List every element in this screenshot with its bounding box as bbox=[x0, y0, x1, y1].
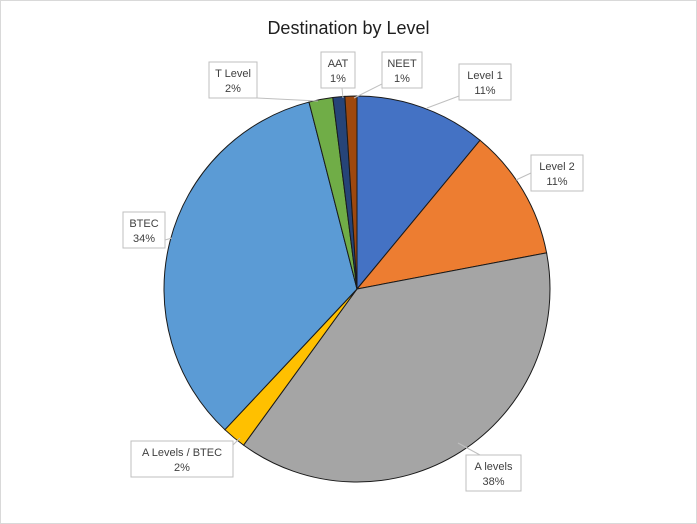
data-label-level-1: Level 1 11% bbox=[458, 63, 512, 101]
pie-slice-level-2 bbox=[355, 139, 548, 290]
data-label-a-levels: A levels 38% bbox=[465, 454, 522, 492]
callout-leader-lines bbox=[164, 83, 532, 456]
data-label-neet: NEET 1% bbox=[381, 51, 423, 89]
data-label-category: AAT bbox=[328, 58, 349, 70]
data-label-a-levels-btec: A Levels / BTEC 2% bbox=[130, 440, 234, 478]
data-label-category: A Levels / BTEC bbox=[142, 447, 222, 459]
leader-line bbox=[457, 442, 481, 456]
data-label-callouts: Level 1 11% Level 2 11% A levels 38% A Levels … bbox=[122, 51, 584, 492]
data-label-box bbox=[458, 63, 512, 101]
chart-title: Destination by Level bbox=[267, 18, 430, 38]
data-label-value: 38% bbox=[482, 476, 504, 488]
data-label-value: 2% bbox=[225, 83, 241, 95]
data-label-category: Level 1 bbox=[467, 70, 502, 82]
data-label-value: 1% bbox=[394, 73, 410, 85]
data-label-box bbox=[130, 440, 234, 478]
data-label-value: 1% bbox=[330, 73, 346, 85]
data-label-box bbox=[465, 454, 522, 492]
data-label-category: T Level bbox=[215, 68, 251, 80]
data-label-category: Level 2 bbox=[539, 161, 574, 173]
pie-slices bbox=[163, 95, 551, 483]
leader-line bbox=[353, 83, 383, 99]
leader-line bbox=[341, 87, 344, 99]
data-label-level-2: Level 2 11% bbox=[530, 154, 584, 192]
data-label-box bbox=[530, 154, 584, 192]
data-label-box bbox=[381, 51, 423, 89]
data-label-value: 11% bbox=[546, 176, 567, 188]
pie-slice-level-1 bbox=[356, 95, 481, 291]
data-label-category: BTEC bbox=[129, 218, 158, 230]
leader-line bbox=[164, 237, 173, 241]
data-label-value: 34% bbox=[133, 233, 155, 245]
data-label-btec: BTEC 34% bbox=[122, 211, 166, 249]
pie-slice-a-levels bbox=[242, 252, 551, 483]
data-label-box bbox=[320, 51, 356, 89]
data-label-category: NEET bbox=[387, 58, 417, 70]
data-label-box bbox=[208, 61, 258, 99]
leader-line bbox=[426, 95, 460, 109]
data-label-value: 2% bbox=[174, 462, 190, 474]
data-label-category: A levels bbox=[475, 461, 513, 473]
data-label-value: 11% bbox=[474, 85, 495, 97]
leader-line bbox=[232, 437, 241, 446]
data-label-aat: AAT 1% bbox=[320, 51, 356, 89]
pie-slice-btec bbox=[163, 101, 358, 431]
data-label-t-level: T Level 2% bbox=[208, 61, 258, 99]
leader-line bbox=[515, 172, 532, 181]
leader-line bbox=[256, 97, 319, 102]
data-label-box bbox=[122, 211, 166, 249]
